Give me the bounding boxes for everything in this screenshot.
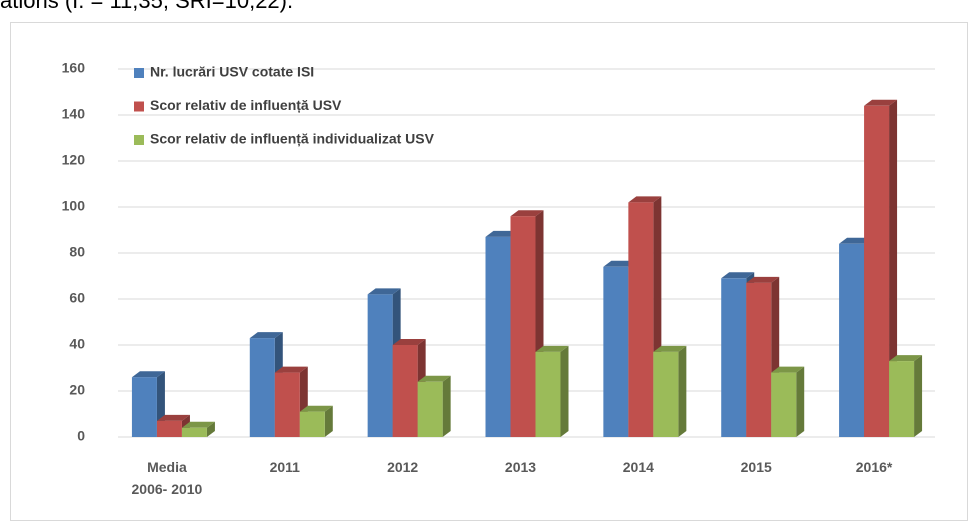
- bar: [889, 361, 915, 437]
- bar: [721, 278, 747, 437]
- bar-side: [206, 421, 215, 437]
- bar-side: [796, 366, 805, 437]
- y-tick-label: 60: [69, 290, 85, 306]
- bar-top: [864, 99, 898, 106]
- x-tick-label: 2014: [622, 459, 654, 475]
- caption: ations (I. = 11,35; SRI=10,22).: [0, 0, 294, 13]
- bar-top: [392, 339, 426, 345]
- y-tick-label: 160: [62, 60, 86, 76]
- bar: [839, 243, 865, 437]
- bar-top: [131, 371, 165, 378]
- bar-side: [914, 355, 923, 437]
- x-tick-label: 2012: [387, 459, 419, 475]
- y-tick-label: 80: [69, 244, 85, 260]
- legend-swatch: [134, 135, 144, 145]
- bar-top: [510, 210, 544, 217]
- bar: [864, 105, 890, 438]
- bar-top: [603, 260, 637, 267]
- y-tick-label: 140: [62, 106, 86, 122]
- bar: [181, 427, 207, 437]
- bar: [535, 351, 561, 437]
- bar: [274, 372, 300, 437]
- bar: [628, 202, 654, 437]
- bar-top: [485, 230, 519, 237]
- bar: [417, 381, 443, 437]
- bar: [510, 216, 536, 437]
- bar-top: [889, 355, 923, 362]
- bar-top: [249, 332, 283, 339]
- bar: [156, 420, 182, 437]
- y-tick-label: 20: [69, 382, 85, 398]
- bar: [771, 372, 797, 437]
- bar: [367, 294, 393, 437]
- legend-swatch: [134, 101, 144, 112]
- bar-top: [181, 421, 215, 428]
- bar: [485, 236, 511, 437]
- bar-top: [721, 272, 755, 279]
- bar-top: [367, 288, 401, 295]
- legend-label: Nr. lucrări USV cotate ISI: [150, 64, 314, 80]
- bar-side: [442, 375, 451, 437]
- legend-label: Scor relativ de influență USV: [150, 97, 342, 113]
- bar: [392, 345, 418, 437]
- bar-top: [839, 237, 873, 244]
- bar-top: [535, 345, 569, 352]
- bar-top: [299, 405, 333, 412]
- bar-top: [274, 366, 308, 373]
- x-tick-label: 2011: [269, 459, 300, 475]
- bar-top: [746, 276, 780, 283]
- y-tick-label: 120: [62, 152, 86, 168]
- bar-side: [324, 405, 333, 437]
- bar-top: [156, 414, 190, 421]
- bar: [603, 266, 629, 437]
- legend-swatch: [134, 68, 144, 78]
- y-tick-label: 40: [69, 336, 85, 352]
- bar-top: [628, 196, 662, 203]
- legend-label: Scor relativ de influență individualizat…: [150, 131, 435, 147]
- x-tick-label: 2016*: [855, 459, 893, 475]
- x-tick-label: 2013: [504, 459, 537, 475]
- bar-side: [678, 345, 687, 437]
- bar: [746, 282, 772, 437]
- bar: [653, 351, 679, 437]
- bar: [299, 411, 325, 437]
- bar-side: [889, 99, 898, 438]
- y-tick-label: 100: [62, 198, 86, 214]
- x-tick-label: Media 2006- 2010: [131, 459, 203, 497]
- y-tick-label: 0: [77, 428, 85, 444]
- x-tick-label: 2015: [740, 459, 772, 475]
- bar-top: [653, 345, 687, 352]
- bar-side: [560, 345, 569, 437]
- bar-top: [771, 366, 805, 373]
- bar: [249, 338, 275, 437]
- bar-top: [417, 375, 451, 382]
- bar: [131, 377, 157, 437]
